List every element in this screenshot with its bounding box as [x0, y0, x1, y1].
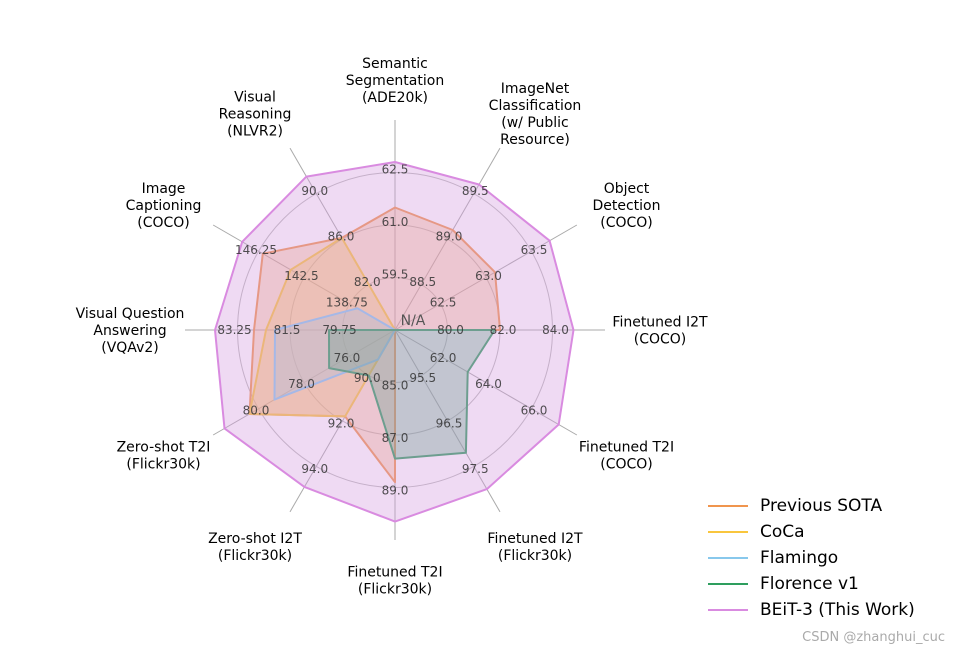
legend-item-previous-sota: Previous SOTA [708, 493, 915, 519]
tick-label: 59.5 [382, 268, 409, 282]
legend-label: BEiT-3 (This Work) [760, 600, 915, 620]
tick-label: 80.0 [243, 403, 270, 417]
tick-label: 95.5 [409, 371, 436, 385]
axis-spoke [394, 329, 578, 436]
tick-label: 96.5 [436, 417, 463, 431]
legend-swatch [708, 505, 748, 507]
axis-labels: Semantic Segmentation (ADE20k) ImageNet Clas… [76, 56, 708, 598]
series-florence-v1 [328, 329, 496, 460]
axis-label: Zero-shot I2T (Flickr30k) [208, 531, 302, 564]
tick-label: 82.0 [354, 275, 381, 289]
watermark: CSDN @zhanghui_cuc [802, 630, 945, 645]
tick-label: 62.5 [382, 163, 409, 177]
tick-label: 78.0 [288, 377, 315, 391]
legend-item-florence-v1: Florence v1 [708, 571, 915, 597]
axis-spoke [212, 329, 396, 436]
axis-label: Zero-shot T2I (Flickr30k) [117, 440, 211, 473]
axis-label: Visual Question Answering (VQAv2) [76, 306, 185, 356]
tick-label: 66.0 [521, 403, 548, 417]
series-flamingo [273, 307, 396, 401]
tick-label: 62.0 [430, 351, 457, 365]
tick-label: 90.0 [354, 371, 381, 385]
legend-swatch [708, 609, 748, 611]
legend-label: Florence v1 [760, 574, 859, 594]
series-coca [248, 236, 396, 418]
legend-label: Previous SOTA [760, 496, 883, 516]
legend-item-coca: CoCa [708, 519, 915, 545]
tick-label: 89.5 [462, 184, 489, 198]
legend-item-beit3: BEiT-3 (This Work) [708, 597, 915, 623]
legend-swatch [708, 557, 748, 559]
tick-label: 79.75 [322, 323, 356, 337]
tick-label: 92.0 [328, 417, 355, 431]
tick-label: 84.0 [542, 323, 569, 337]
tick-label: 81.5 [274, 323, 301, 337]
tick-label: 138.75 [326, 295, 368, 309]
axis-spoke [394, 224, 578, 331]
axis-label: Visual Reasoning (NLVR2) [219, 89, 292, 139]
tick-label: 86.0 [328, 229, 355, 243]
axis-spoke [394, 329, 501, 513]
legend-label: CoCa [760, 522, 805, 542]
tick-label: 64.0 [475, 377, 502, 391]
tick-label: 85.0 [382, 379, 409, 393]
axis-label: Finetuned T2I (COCO) [579, 440, 674, 473]
legend-swatch [708, 531, 748, 533]
legend-label: Flamingo [760, 548, 839, 568]
axis-label: Object Detection (COCO) [592, 181, 660, 231]
axis-label: Image Captioning (COCO) [126, 181, 202, 231]
axis-label: Finetuned T2I (Flickr30k) [347, 565, 442, 598]
series-beit-3-this-work [214, 161, 575, 523]
center-label: N/A [401, 313, 426, 329]
axis-label: Semantic Segmentation (ADE20k) [346, 56, 444, 106]
tick-label: 88.5 [409, 275, 436, 289]
tick-label: 63.5 [521, 243, 548, 257]
tick-label: 76.0 [334, 351, 361, 365]
series-layer [214, 161, 575, 523]
axis-label: Finetuned I2T (COCO) [612, 315, 708, 348]
tick-label: 97.5 [462, 462, 489, 476]
axis-label: Finetuned I2T (Flickr30k) [487, 531, 583, 564]
tick-label: 87.0 [382, 431, 409, 445]
tick-label: 90.0 [301, 184, 328, 198]
tick-label: 89.0 [436, 229, 463, 243]
tick-label: 82.0 [490, 323, 517, 337]
tick-label: 83.25 [217, 323, 251, 337]
tick-labels: 59.5 61.0 62.5 88.5 89.0 89.5 62.5 63.0 63.5 80.0… [217, 163, 569, 498]
series-previous-sota [248, 206, 501, 484]
tick-label: 142.5 [284, 269, 318, 283]
legend: Previous SOTA CoCa Flamingo Florence v1 … [708, 493, 915, 623]
tick-label: 89.0 [382, 484, 409, 498]
tick-label: 146.25 [235, 243, 277, 257]
legend-swatch [708, 583, 748, 585]
tick-label: 62.5 [430, 295, 457, 309]
axis-label: ImageNet Classification (w/ Public Resource… [489, 81, 582, 148]
legend-item-flamingo: Flamingo [708, 545, 915, 571]
tick-label: 61.0 [382, 215, 409, 229]
axis-spoke [394, 147, 501, 331]
tick-label: 80.0 [437, 323, 464, 337]
tick-label: 63.0 [475, 269, 502, 283]
tick-label: 94.0 [301, 462, 328, 476]
